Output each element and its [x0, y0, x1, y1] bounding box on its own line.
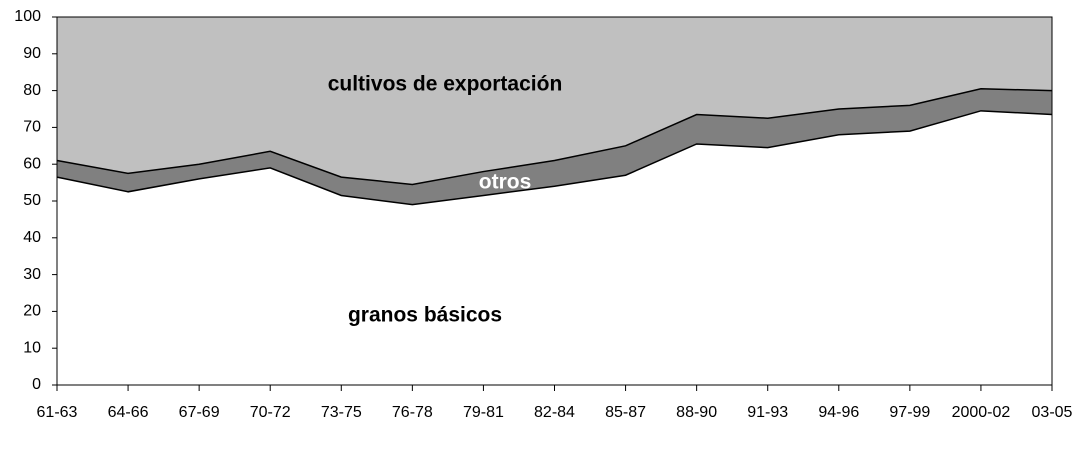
area-label: otros: [479, 171, 532, 194]
x-tick-label: 79-81: [463, 404, 504, 421]
y-tick-label: 90: [23, 45, 41, 62]
x-tick-label: 64-66: [108, 404, 149, 421]
x-tick-label: 85-87: [605, 404, 646, 421]
x-tick-label: 70-72: [250, 404, 291, 421]
y-tick-label: 80: [23, 82, 41, 99]
x-tick-label: 73-75: [321, 404, 362, 421]
y-tick-label: 40: [23, 229, 41, 246]
y-tick-label: 30: [23, 266, 41, 283]
y-tick-label: 100: [14, 8, 41, 25]
x-tick-label: 2000-02: [952, 404, 1011, 421]
x-tick-label: 61-63: [37, 404, 78, 421]
y-tick-label: 10: [23, 339, 41, 356]
y-tick-label: 20: [23, 303, 41, 320]
x-tick-label: 67-69: [179, 404, 220, 421]
y-tick-label: 50: [23, 192, 41, 209]
area: [57, 110, 1052, 385]
area-label: granos básicos: [348, 304, 502, 327]
area: [57, 17, 1052, 185]
x-tick-label: 03-05: [1032, 404, 1073, 421]
area-edge: [56, 110, 1053, 206]
x-tick-label: 97-99: [889, 404, 930, 421]
x-tick-label: 82-84: [534, 404, 575, 421]
area-edge: [56, 88, 1053, 186]
area: [57, 88, 1052, 205]
y-tick-label: 0: [32, 376, 41, 393]
y-tick-label: 70: [23, 119, 41, 136]
x-tick-label: 88-90: [676, 404, 717, 421]
x-tick-label: 94-96: [818, 404, 859, 421]
area-label: cultivos de exportación: [328, 73, 563, 96]
y-tick-label: 60: [23, 155, 41, 172]
x-tick-label: 91-93: [747, 404, 788, 421]
x-tick-label: 76-78: [392, 404, 433, 421]
